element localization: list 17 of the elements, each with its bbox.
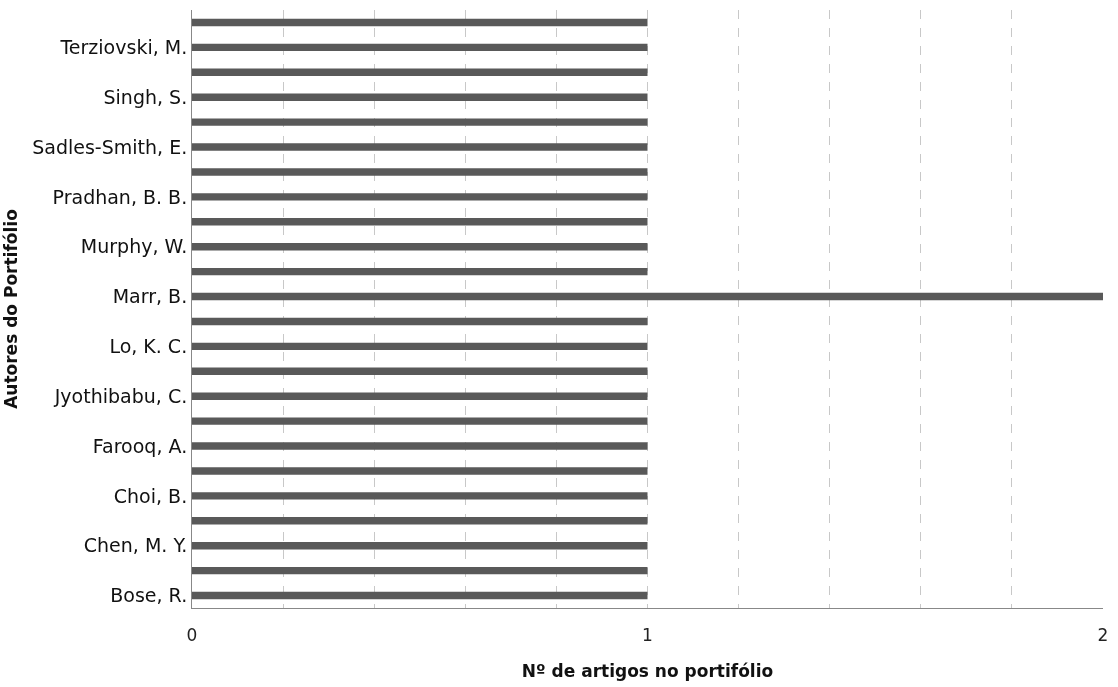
y-tick-label: Sadles-Smith, E. xyxy=(32,135,188,158)
y-tick-label: Murphy, W. xyxy=(80,235,188,258)
y-tick-label: Pradhan, B. B. xyxy=(52,185,188,208)
y-tick-label: Singh, S. xyxy=(103,85,188,108)
y-tick-label: Jyothibabu, C. xyxy=(53,384,188,407)
y-tick-label: Bose, R. xyxy=(110,584,188,607)
y-tick-label: Farooq, A. xyxy=(92,434,188,457)
x-tick-label: 1 xyxy=(642,625,653,646)
x-tick-label: 0 xyxy=(186,625,198,646)
y-tick-label: Lo, K. C. xyxy=(109,335,188,358)
y-tick-label: Choi, B. xyxy=(113,484,188,507)
x-axis-title: Nº de artigos no portifólio xyxy=(521,660,774,681)
y-axis-title: Autores do Portifólio xyxy=(0,209,21,409)
y-tick-label: Terziovski, M. xyxy=(59,36,188,59)
y-tick-label: Chen, M. Y. xyxy=(83,534,188,557)
x-tick-label: 2 xyxy=(1097,625,1109,646)
y-tick-label: Marr, B. xyxy=(112,285,188,308)
